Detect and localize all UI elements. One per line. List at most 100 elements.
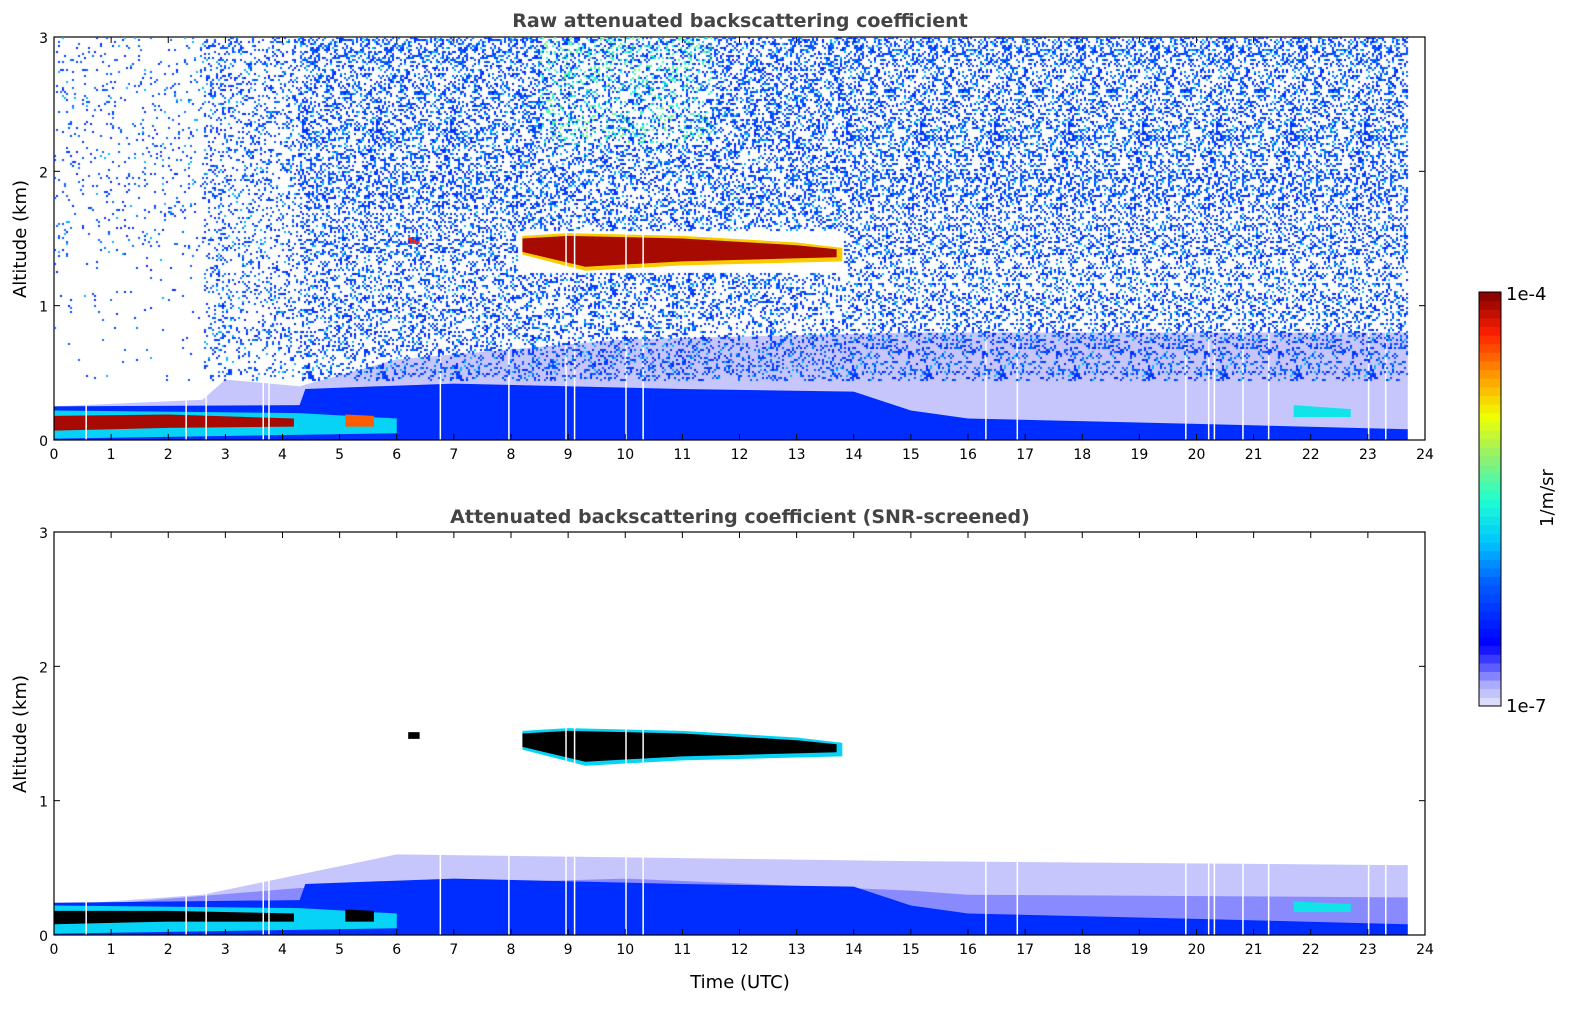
data-gap <box>1016 37 1019 440</box>
data-gap <box>625 37 627 440</box>
colorbar-max-label: 1e-4 <box>1506 284 1546 305</box>
data-gap <box>565 532 567 935</box>
x-tick-label: 20 <box>1188 447 1206 463</box>
x-tick-label: 13 <box>788 447 806 463</box>
colorbar-segment <box>1479 602 1501 612</box>
y-tick-label: 1 <box>39 795 48 811</box>
x-tick-label: 8 <box>507 942 516 958</box>
colorbar-segment <box>1479 593 1501 603</box>
colorbar-segment <box>1479 447 1501 457</box>
x-tick-label: 8 <box>507 447 516 463</box>
low-cloud-patches <box>1293 901 1351 913</box>
colorbar-segment <box>1479 309 1501 319</box>
x-tick-label: 4 <box>278 942 287 958</box>
data-gap <box>985 37 987 440</box>
data-gap <box>205 37 207 440</box>
colorbar-segment <box>1479 619 1501 629</box>
data-gap <box>1267 532 1270 935</box>
data-gap <box>565 37 567 440</box>
data-gap <box>1207 37 1210 440</box>
colorbar-unit-label: 1/m/sr <box>1537 468 1558 526</box>
raw-backscatter-panel: Raw attenuated backscattering coefficien… <box>10 10 1434 463</box>
x-tick-label: 0 <box>50 447 59 463</box>
colorbar-segment <box>1479 343 1501 353</box>
colorbar-segment <box>1479 412 1501 422</box>
colorbar-segment <box>1479 421 1501 431</box>
x-tick-label: 20 <box>1188 942 1206 958</box>
data-gap <box>985 532 987 935</box>
x-tick-label: 10 <box>616 447 634 463</box>
colorbar-segment <box>1479 697 1501 707</box>
x-tick-label: 18 <box>1073 447 1091 463</box>
data-gap <box>185 37 187 440</box>
small-cloud <box>408 237 420 244</box>
snr-screened-panel: Attenuated backscattering coefficient (S… <box>10 506 1434 993</box>
small-cloud <box>408 732 420 739</box>
colorbar-segment <box>1479 317 1501 327</box>
x-tick-label: 13 <box>788 942 806 958</box>
x-tick-label: 5 <box>335 447 344 463</box>
x-tick-label: 11 <box>673 447 691 463</box>
colorbar-segment <box>1479 490 1501 500</box>
x-tick-label: 24 <box>1416 942 1434 958</box>
y-tick-label: 1 <box>39 300 48 316</box>
colorbar-segment <box>1479 378 1501 388</box>
data-gap <box>1185 532 1187 935</box>
y-axis-label: Altitude (km) <box>10 180 31 298</box>
cloud-saturated <box>522 730 837 762</box>
data-gap <box>1016 532 1019 935</box>
colorbar-segment <box>1479 481 1501 491</box>
colorbar-segment <box>1479 688 1501 698</box>
x-tick-label: 19 <box>1130 942 1148 958</box>
x-tick-label: 17 <box>1016 942 1034 958</box>
data-gap <box>1367 532 1370 935</box>
x-tick-label: 14 <box>845 942 863 958</box>
data-gap <box>85 37 87 440</box>
y-tick-label: 2 <box>39 165 48 181</box>
x-tick-label: 2 <box>164 942 173 958</box>
x-tick-label: 6 <box>392 447 401 463</box>
x-tick-label: 16 <box>959 942 977 958</box>
colorbar-min-label: 1e-7 <box>1506 696 1546 717</box>
colorbar-segment <box>1479 369 1501 379</box>
colorbar-segment <box>1479 585 1501 595</box>
colorbar-segment <box>1479 662 1501 672</box>
data-gap <box>185 532 187 935</box>
colorbar-segment <box>1479 455 1501 465</box>
data-gap <box>625 532 627 935</box>
data-gap <box>439 532 442 935</box>
colorbar-segment <box>1479 404 1501 414</box>
aerosol-patches <box>345 414 374 427</box>
x-tick-label: 21 <box>1245 942 1263 958</box>
x-tick-label: 6 <box>392 942 401 958</box>
panel-title: Attenuated backscattering coefficient (S… <box>450 506 1030 528</box>
x-axis-label: Time (UTC) <box>689 972 790 993</box>
colorbar-segment <box>1479 326 1501 336</box>
colorbar-segment <box>1479 671 1501 681</box>
data-gap <box>268 532 270 935</box>
colorbar-segment <box>1479 576 1501 586</box>
heatmap-features <box>54 532 1425 935</box>
x-tick-label: 1 <box>107 942 116 958</box>
x-tick-label: 24 <box>1416 447 1434 463</box>
data-gap <box>1213 532 1216 935</box>
y-tick-label: 0 <box>39 434 48 450</box>
x-tick-label: 1 <box>107 447 116 463</box>
data-gap <box>642 37 644 440</box>
y-axis-label: Altitude (km) <box>10 675 31 793</box>
x-tick-label: 10 <box>616 942 634 958</box>
x-tick-label: 15 <box>902 942 920 958</box>
x-tick-label: 12 <box>731 942 749 958</box>
data-gap <box>262 532 265 935</box>
data-gap <box>268 37 270 440</box>
x-tick-label: 7 <box>449 942 458 958</box>
x-tick-label: 12 <box>731 447 749 463</box>
data-gap <box>85 532 87 935</box>
data-gap <box>508 532 510 935</box>
data-gap <box>439 37 442 440</box>
x-tick-label: 0 <box>50 942 59 958</box>
x-tick-label: 2 <box>164 447 173 463</box>
colorbar-segment <box>1479 395 1501 405</box>
x-tick-label: 18 <box>1073 942 1091 958</box>
x-tick-label: 9 <box>564 942 573 958</box>
